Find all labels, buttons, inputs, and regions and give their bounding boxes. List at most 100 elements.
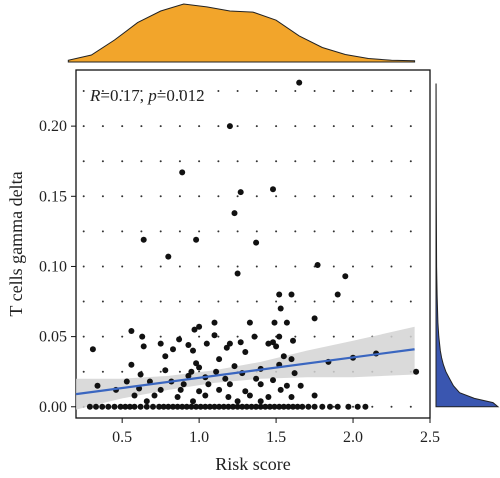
grid-dot xyxy=(409,125,412,128)
x-density-plot xyxy=(67,3,416,63)
grid-dot xyxy=(390,160,393,163)
grid-dot xyxy=(198,125,201,128)
data-point xyxy=(176,336,183,343)
data-point xyxy=(290,403,296,410)
y-density-plot xyxy=(435,83,500,408)
data-point xyxy=(193,360,200,367)
data-point xyxy=(276,291,283,298)
grid-dot xyxy=(390,90,393,92)
regression-line xyxy=(75,348,415,396)
data-point xyxy=(185,342,192,348)
data-point xyxy=(342,273,349,280)
grid-dot xyxy=(313,160,316,163)
grid-dot xyxy=(140,90,143,92)
grid-dot xyxy=(82,335,85,338)
grid-dot xyxy=(390,265,393,268)
grid-dot xyxy=(82,125,85,128)
data-point xyxy=(226,123,233,130)
y-tick-label: 0.15 xyxy=(39,188,67,205)
grid-dot xyxy=(332,265,335,268)
grid-dot xyxy=(352,265,354,268)
data-point xyxy=(225,403,232,410)
grid-dot xyxy=(82,230,85,233)
data-point xyxy=(213,368,220,375)
data-point xyxy=(257,398,264,405)
data-point xyxy=(253,239,260,246)
grid-dot xyxy=(198,265,201,268)
p-label: p xyxy=(147,86,157,105)
grid-dot xyxy=(236,230,239,233)
data-point xyxy=(151,392,158,399)
grid-dot xyxy=(371,300,374,303)
data-point xyxy=(242,388,249,395)
grid-dot xyxy=(352,335,354,338)
grid-dot xyxy=(352,125,354,128)
grid-dot xyxy=(121,300,124,303)
grid-dot xyxy=(332,160,335,163)
grid-dot xyxy=(159,90,162,92)
grid-dot xyxy=(332,195,335,198)
correlation-annotation: R=0.17, p=0.012 xyxy=(89,86,205,105)
grid-dot xyxy=(352,90,354,92)
grid-dot xyxy=(390,195,393,198)
data-point xyxy=(299,403,306,410)
grid-dot xyxy=(121,230,124,233)
grid-dot xyxy=(371,90,374,92)
data-point xyxy=(253,375,260,382)
data-point xyxy=(165,253,172,260)
grid-dot xyxy=(140,230,143,233)
grid-dot xyxy=(121,160,124,163)
data-point xyxy=(248,403,255,410)
grid-dot xyxy=(390,300,393,303)
y-tick-label: 0.20 xyxy=(39,118,67,135)
grid-dot xyxy=(178,230,181,233)
grid-dot xyxy=(159,195,162,198)
p-value: =0.012 xyxy=(157,86,205,105)
data-point xyxy=(234,270,241,277)
data-point xyxy=(157,340,164,347)
data-point xyxy=(190,398,196,405)
data-point xyxy=(202,403,209,410)
data-point xyxy=(283,319,290,326)
data-point xyxy=(234,403,241,410)
data-point xyxy=(334,291,341,298)
data-point xyxy=(160,403,167,410)
grid-dot xyxy=(275,125,278,128)
data-point xyxy=(179,169,186,176)
grid-dot xyxy=(140,160,143,163)
grid-dot xyxy=(101,335,104,338)
grid-dot xyxy=(332,230,335,233)
grid-dot xyxy=(217,125,220,128)
data-point xyxy=(362,403,369,410)
data-point xyxy=(253,403,260,410)
grid-dot xyxy=(101,90,104,92)
data-point xyxy=(193,403,200,410)
data-point xyxy=(139,333,146,340)
data-point xyxy=(270,339,276,346)
data-point xyxy=(239,403,246,410)
grid-dot xyxy=(255,90,258,92)
data-point xyxy=(193,236,200,243)
grid-dot xyxy=(101,125,104,128)
grid-dot xyxy=(313,125,316,128)
data-point xyxy=(211,332,218,339)
grid-dot xyxy=(409,300,412,303)
grid-dot xyxy=(352,230,354,233)
grid-dot xyxy=(82,195,85,198)
data-point xyxy=(170,403,176,410)
data-point xyxy=(197,403,204,410)
data-point xyxy=(162,367,169,374)
data-point xyxy=(257,381,264,388)
data-point xyxy=(93,403,99,410)
grid-dot xyxy=(332,125,335,128)
data-point xyxy=(354,403,361,410)
grid-dot xyxy=(409,405,412,408)
data-point xyxy=(179,403,186,410)
data-point xyxy=(94,382,101,389)
data-point xyxy=(311,403,318,410)
data-point xyxy=(143,398,150,405)
grid-dot xyxy=(294,300,297,303)
grid-dot xyxy=(313,195,316,198)
grid-dot xyxy=(294,230,297,233)
grid-dot xyxy=(101,300,104,303)
